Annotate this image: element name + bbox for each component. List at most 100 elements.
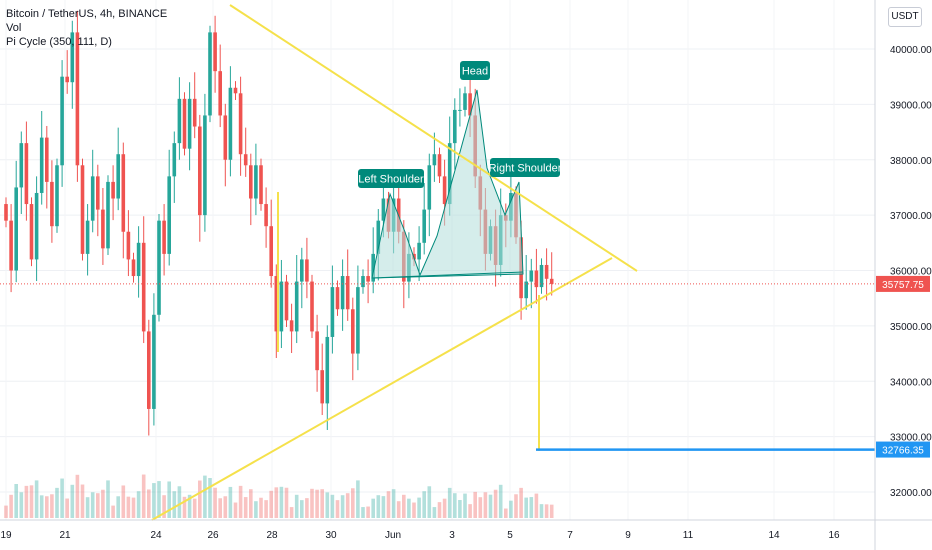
- candle-body: [136, 242, 141, 277]
- volume-bar: [549, 504, 554, 518]
- volume-bar: [116, 496, 120, 518]
- volume-bar: [351, 488, 355, 518]
- volume-bar: [356, 480, 360, 518]
- volume-bar: [361, 507, 365, 518]
- candle-body: [330, 287, 335, 337]
- y-tick-label: 37000.00: [890, 211, 932, 222]
- volume-bar: [213, 487, 217, 518]
- volume-bar: [458, 500, 462, 518]
- volume-bar: [126, 496, 131, 518]
- volume-bar: [468, 504, 472, 518]
- volume-bar: [519, 487, 523, 518]
- candle-body: [432, 154, 437, 166]
- candle-body: [417, 242, 421, 260]
- candle-body: [325, 336, 330, 404]
- volume-bar: [381, 496, 386, 518]
- volume-bar: [157, 481, 161, 518]
- volume-bar: [509, 500, 513, 518]
- volume-bar: [60, 478, 64, 518]
- volume-bar: [50, 494, 54, 518]
- head-and-shoulders-area: [371, 89, 524, 279]
- candle-body: [167, 176, 171, 254]
- volume-bar: [391, 489, 396, 518]
- last-price-tag-box: [876, 275, 930, 292]
- volume-bar: [96, 493, 100, 518]
- candle-body: [274, 276, 279, 332]
- volume-bar: [386, 491, 391, 518]
- candle-body: [101, 209, 105, 249]
- x-tick-label: 16: [828, 530, 840, 541]
- y-tick-label: 39000.00: [890, 100, 932, 111]
- candle-body: [29, 204, 34, 260]
- volume-bar: [187, 494, 192, 518]
- candle-body: [70, 32, 75, 83]
- candle-body: [172, 143, 177, 177]
- candle-body: [147, 331, 151, 409]
- volume-bar: [152, 483, 156, 518]
- candle-body: [279, 281, 284, 332]
- left-shoulder-label: Left Shoulder: [358, 174, 424, 186]
- candle-body: [131, 259, 136, 277]
- volume-bar: [172, 491, 177, 518]
- target-price-tag-box: [876, 441, 930, 458]
- candle-body: [289, 320, 294, 332]
- symbol-title: Bitcoin / TetherUS, 4h, BINANCE: [6, 8, 168, 20]
- volume-bar: [147, 489, 151, 518]
- candle-body: [80, 165, 85, 254]
- volume-bar: [427, 486, 432, 518]
- volume-bar: [29, 485, 34, 518]
- volume-bar: [34, 480, 39, 518]
- volume-bar: [493, 489, 498, 518]
- currency-button[interactable]: USDT: [888, 7, 922, 27]
- volume-bar: [514, 494, 518, 518]
- volume-bar: [192, 498, 197, 518]
- candle-body: [85, 220, 90, 254]
- volume-legend: Vol: [6, 22, 22, 34]
- candle-body: [544, 264, 549, 279]
- candle-body: [177, 98, 182, 144]
- candle-body: [39, 137, 44, 193]
- volume-bar: [412, 502, 416, 518]
- x-tick-label: 24: [150, 530, 162, 541]
- candle-body: [116, 154, 120, 199]
- volume-bar: [498, 484, 503, 518]
- volume-bar: [233, 502, 238, 518]
- volume-bar: [106, 480, 110, 518]
- volume-bar: [55, 487, 59, 518]
- volume-bar: [504, 508, 508, 518]
- y-tick-label: 36000.00: [890, 267, 932, 278]
- volume-bar: [141, 474, 146, 518]
- volume-bar: [310, 488, 314, 518]
- candle-body: [442, 176, 447, 205]
- volume-bar: [162, 495, 166, 518]
- volume-bar: [376, 495, 381, 518]
- x-tick-label: 19: [0, 530, 12, 541]
- candle-body: [351, 309, 355, 354]
- volume-bar: [345, 493, 350, 518]
- volume-bar: [254, 501, 258, 518]
- volume-bar: [228, 486, 233, 518]
- x-tick-label: 11: [683, 530, 694, 541]
- candle-body: [463, 93, 467, 110]
- volume-bar: [90, 492, 95, 518]
- volume-bar: [488, 494, 493, 518]
- candle-body: [228, 87, 233, 160]
- candle-body: [238, 93, 243, 155]
- x-tick-label: 3: [449, 530, 455, 541]
- candle-body: [447, 143, 452, 205]
- volume-bar: [264, 500, 268, 518]
- volume-bar: [65, 498, 69, 518]
- candle-body: [259, 165, 263, 205]
- y-tick-label: 34000.00: [890, 377, 932, 388]
- candle-body: [24, 143, 29, 205]
- candle-body: [315, 331, 319, 371]
- left-shoulder-label-box: [358, 169, 424, 188]
- candle-body: [340, 276, 345, 310]
- x-tick-label: 7: [567, 530, 573, 541]
- y-tick-label: 35000.00: [890, 322, 932, 333]
- candle-body: [203, 115, 207, 216]
- volume-bar: [136, 491, 141, 518]
- candle-body: [249, 165, 253, 199]
- candle-body: [96, 176, 100, 210]
